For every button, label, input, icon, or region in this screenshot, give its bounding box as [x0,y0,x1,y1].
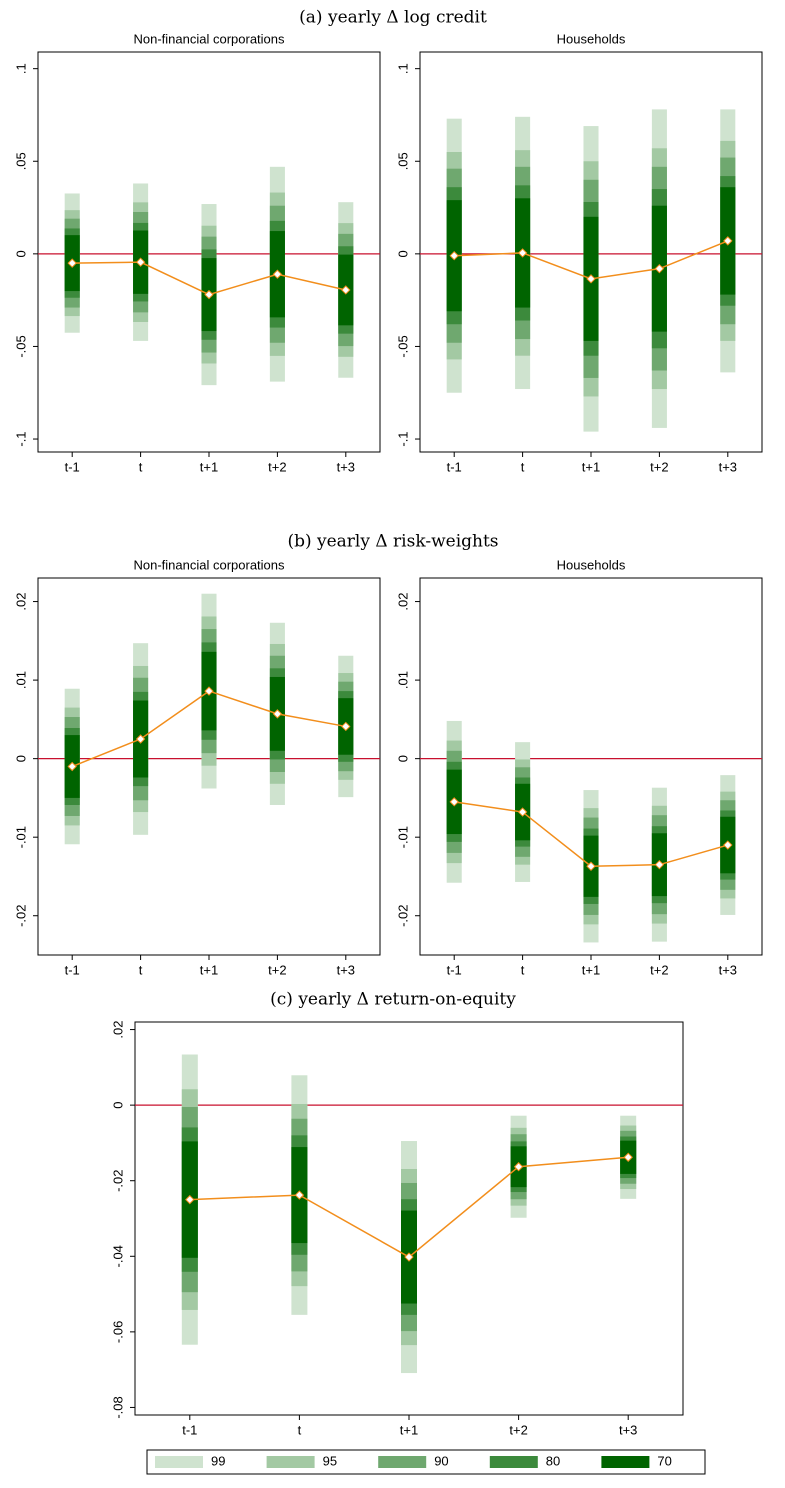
y-tick-label: 0 [395,755,410,762]
y-tick-label: .05 [13,152,28,170]
estimate-marker [67,258,77,268]
estimate-marker [586,861,596,871]
legend-swatch [601,1456,650,1468]
estimate-marker [449,797,459,807]
legend-label: 80 [546,1453,560,1468]
x-tick-label: t+2 [268,962,286,977]
x-tick-label: t [139,459,143,474]
y-tick-label: -.06 [110,1321,125,1343]
estimate-marker [723,840,733,850]
y-tick-label: -.04 [110,1245,125,1267]
x-tick-label: t+2 [268,459,286,474]
x-tick-label: t-1 [447,962,462,977]
y-tick-label: -.1 [13,431,28,446]
y-tick-label: -.01 [395,826,410,848]
chart-title: Non-financial corporations [133,31,285,46]
y-tick-label: .02 [395,593,410,611]
estimate-marker [294,1190,305,1200]
y-tick-label: 0 [110,1102,125,1109]
x-tick-label: t+1 [582,459,600,474]
estimate-marker [517,248,528,258]
x-tick-label: t [521,962,525,977]
x-tick-label: t-1 [65,962,80,977]
y-tick-label: .02 [110,1021,125,1039]
y-tick-label: -.08 [110,1396,125,1418]
x-tick-label: t+3 [719,962,737,977]
estimate-marker [272,709,283,719]
estimate-marker [341,285,351,295]
legend-label: 90 [434,1453,448,1468]
y-tick-label: -.05 [13,335,28,357]
legend-swatch [378,1456,427,1468]
x-tick-label: t-1 [182,1422,197,1437]
estimate-marker [654,263,665,274]
estimate-marker [723,236,733,246]
y-tick-label: -.05 [395,335,410,357]
section-heading: (c) yearly Δ return-on-equity [270,990,516,1010]
estimate-marker [623,1152,633,1162]
y-tick-label: .02 [13,593,28,611]
legend-label: 95 [323,1453,337,1468]
x-tick-label: t+3 [337,962,355,977]
x-tick-label: t [521,459,525,474]
x-tick-label: t+1 [400,1422,418,1437]
estimate-marker [185,1194,195,1205]
y-tick-label: 0 [395,250,410,257]
estimate-marker [67,761,77,772]
legend-swatch [266,1456,315,1468]
chart-title: Non-financial corporations [133,557,285,572]
y-tick-label: -.01 [13,826,28,848]
legend-swatch [155,1456,203,1468]
x-tick-label: t-1 [447,459,462,474]
y-tick-label: -.02 [13,905,28,927]
x-tick-label: t+2 [650,962,668,977]
estimate-marker [404,1252,414,1262]
y-tick-label: .01 [395,671,410,689]
y-tick-label: -.02 [110,1170,125,1192]
legend-label: 70 [657,1453,671,1468]
x-tick-label: t+3 [719,459,737,474]
legend-swatch [489,1456,538,1468]
chart-title: Households [557,557,626,572]
y-tick-label: .05 [395,152,410,170]
estimate-marker [204,289,214,300]
y-tick-label: 0 [13,755,28,762]
x-tick-label: t-1 [65,459,80,474]
x-tick-label: t+1 [200,962,218,977]
estimate-marker [654,859,665,870]
y-tick-label: -.1 [395,431,410,446]
y-tick-label: .1 [13,63,28,74]
x-tick-label: t [139,962,143,977]
y-tick-label: .1 [395,63,410,74]
y-tick-label: .01 [13,671,28,689]
x-tick-label: t+2 [509,1422,527,1437]
section-heading: (a) yearly Δ log credit [299,8,487,28]
estimate-marker [272,269,283,279]
estimate-marker [135,734,146,744]
y-tick-label: 0 [13,250,28,257]
estimate-marker [513,1162,524,1172]
estimate-marker [517,807,528,817]
estimate-marker [341,721,351,732]
chart-title: Households [557,31,626,46]
x-tick-label: t+1 [582,962,600,977]
x-tick-label: t [298,1422,302,1437]
x-tick-label: t+3 [619,1422,637,1437]
legend-label: 99 [211,1453,225,1468]
estimate-marker [449,250,459,261]
x-tick-label: t+3 [337,459,355,474]
section-heading: (b) yearly Δ risk-weights [287,532,498,552]
x-tick-label: t+1 [200,459,218,474]
estimate-marker [135,257,146,267]
x-tick-label: t+2 [650,459,668,474]
y-tick-label: -.02 [395,905,410,927]
estimate-marker [204,686,214,696]
estimate-marker [586,274,596,284]
